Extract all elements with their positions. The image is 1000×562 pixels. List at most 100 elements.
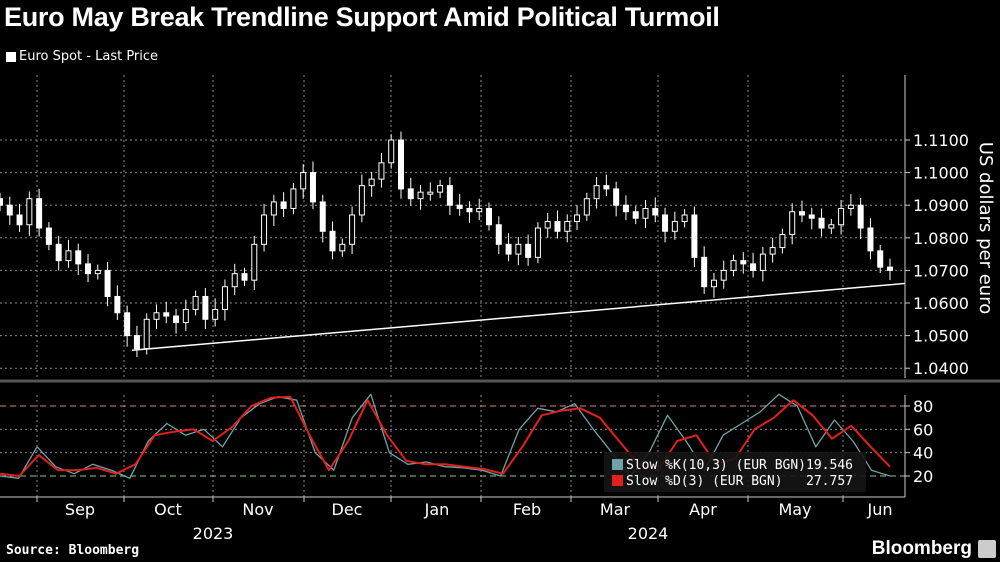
candle [6, 196, 13, 225]
candle [45, 222, 52, 251]
candle [212, 298, 219, 327]
candle [798, 200, 805, 223]
x-tick-label: Nov [242, 500, 273, 519]
candle-body [26, 198, 33, 226]
candle [505, 233, 512, 262]
candle-body [397, 139, 404, 190]
candle-body [182, 309, 189, 324]
candle-body [114, 295, 121, 314]
legend-label: Euro Spot - Last Price [19, 49, 159, 64]
candle [104, 261, 111, 307]
d-swatch [612, 475, 623, 486]
candle-body [368, 178, 375, 187]
brand-name: Bloomberg [871, 538, 972, 559]
candle-body [6, 204, 13, 216]
candle-body [339, 243, 346, 252]
candle [251, 235, 258, 290]
candle-body [671, 221, 678, 232]
candle [114, 285, 121, 320]
candle-body [779, 234, 786, 249]
candle-body [65, 250, 72, 262]
x-tick-label: Sep [65, 500, 95, 519]
candle-body [681, 214, 688, 222]
candle-body [153, 312, 160, 320]
candle-body [525, 243, 532, 258]
candle [378, 153, 385, 188]
bloomberg-chart-icon [978, 540, 996, 558]
candle-body [818, 217, 825, 229]
candle-body [358, 185, 365, 216]
candle-body [437, 185, 444, 193]
k-swatch [612, 459, 623, 470]
candle-body [603, 185, 610, 190]
candle-body [877, 250, 884, 268]
candle-body [652, 207, 659, 216]
stoch-legend: Slow %K(10,3) (EUR BGN) 19.546 Slow %D(3… [604, 452, 866, 492]
candle [270, 194, 277, 227]
candle [75, 243, 82, 275]
candle [808, 207, 815, 230]
candle-body [710, 279, 717, 288]
candle-body [290, 188, 297, 209]
candle-body [16, 214, 23, 226]
candle-body [124, 312, 131, 337]
price-legend: Euro Spot - Last Price [6, 49, 158, 64]
x-tick-label: Apr [689, 500, 717, 519]
candle-body [642, 207, 649, 219]
candle-body [45, 227, 52, 245]
y-tick-label: 1.1000 [913, 164, 969, 183]
candle-body [564, 221, 571, 232]
candle-body [808, 214, 815, 219]
candle [182, 299, 189, 332]
slow-k-line [0, 393, 891, 479]
candle-body [838, 207, 845, 226]
candle-body [202, 295, 209, 320]
candle [133, 325, 140, 358]
candle-body [300, 172, 307, 190]
candle-body [349, 214, 356, 245]
y-tick-label: 1.0400 [913, 359, 969, 378]
candle [750, 252, 757, 278]
y-tick-label: 1.1100 [913, 131, 969, 150]
y-tick-label: 1.0600 [913, 294, 969, 313]
d-legend-value: 27.757 [806, 474, 853, 489]
candle-body [329, 230, 336, 252]
candle [740, 252, 747, 274]
k-legend-label: Slow %K(10,3) (EUR BGN) [626, 458, 806, 473]
candle-body [104, 269, 111, 297]
candle [309, 161, 316, 210]
candle-body [574, 214, 581, 222]
candle [691, 206, 698, 268]
stoch-y-tick-label: 60 [913, 420, 933, 439]
candle [574, 205, 581, 230]
candle-body [270, 201, 277, 216]
x-tick-label: Jun [867, 500, 893, 519]
stoch-y-tick-label: 80 [913, 397, 933, 416]
candle-body [789, 211, 796, 236]
candle-body [378, 162, 385, 180]
d-legend-label: Slow %D(3) (EUR BGN) [626, 474, 783, 489]
candle [124, 305, 131, 347]
candle [319, 194, 326, 243]
candle-body [427, 191, 434, 195]
candle-body [407, 188, 414, 200]
stoch-y-tick-label: 40 [913, 444, 933, 463]
candle-body [212, 309, 219, 320]
candle [290, 183, 297, 215]
candle-body [701, 256, 708, 288]
x-tick-label: Oct [154, 500, 182, 519]
candle-body [798, 211, 805, 216]
candle [339, 238, 346, 257]
candle [417, 184, 424, 210]
candle [828, 218, 835, 234]
candle-body [476, 207, 483, 213]
candle-body [857, 204, 864, 229]
candle-body [720, 269, 727, 281]
candle [544, 213, 551, 238]
candle [358, 174, 365, 223]
candle [534, 222, 541, 264]
candle [710, 273, 717, 298]
candle [192, 290, 199, 316]
candle [603, 174, 610, 197]
